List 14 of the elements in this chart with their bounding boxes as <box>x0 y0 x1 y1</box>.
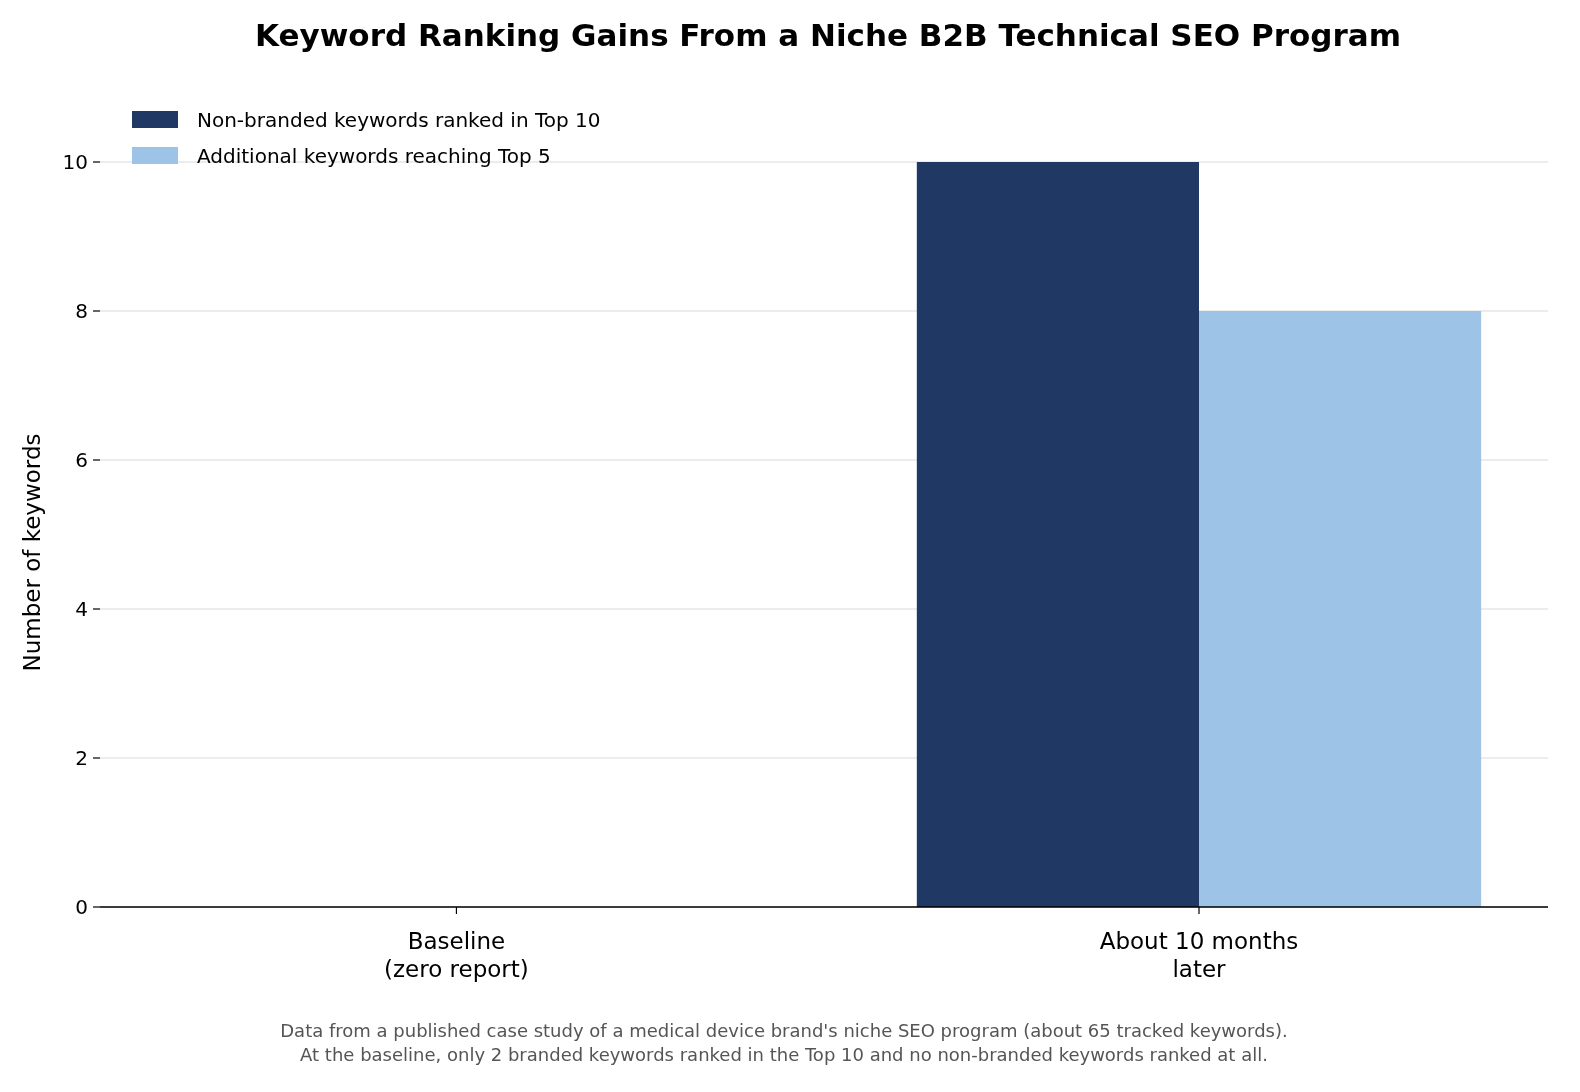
chart-title: Keyword Ranking Gains From a Niche B2B Technical SEO Program <box>255 17 1401 53</box>
text: At the baseline, only 2 branded keywords ranked in the Top 10 and no non-branded keywords ranked at all. <box>300 1044 1268 1065</box>
legend-label: Additional keywords reaching Top 5 <box>197 144 551 168</box>
x-tick-label: Baseline (zero report) <box>384 928 529 982</box>
y-tick-label: 6 <box>75 448 88 472</box>
y-tick-label: 4 <box>75 597 88 621</box>
y-tick-label: 2 <box>75 746 88 770</box>
text: Data from a published case study of a medical device brand's niche SEO program (about 65 tracked keywords). <box>280 1020 1288 1041</box>
y-tick-label: 10 <box>62 150 88 174</box>
x-tick-label: About 10 months later <box>1099 928 1299 982</box>
y-axis-title: Number of keywords <box>19 433 45 672</box>
y-tick-label: 0 <box>75 895 88 919</box>
legend-label: Non-branded keywords ranked in Top 10 <box>197 108 601 132</box>
y-tick-label: 8 <box>75 299 88 323</box>
